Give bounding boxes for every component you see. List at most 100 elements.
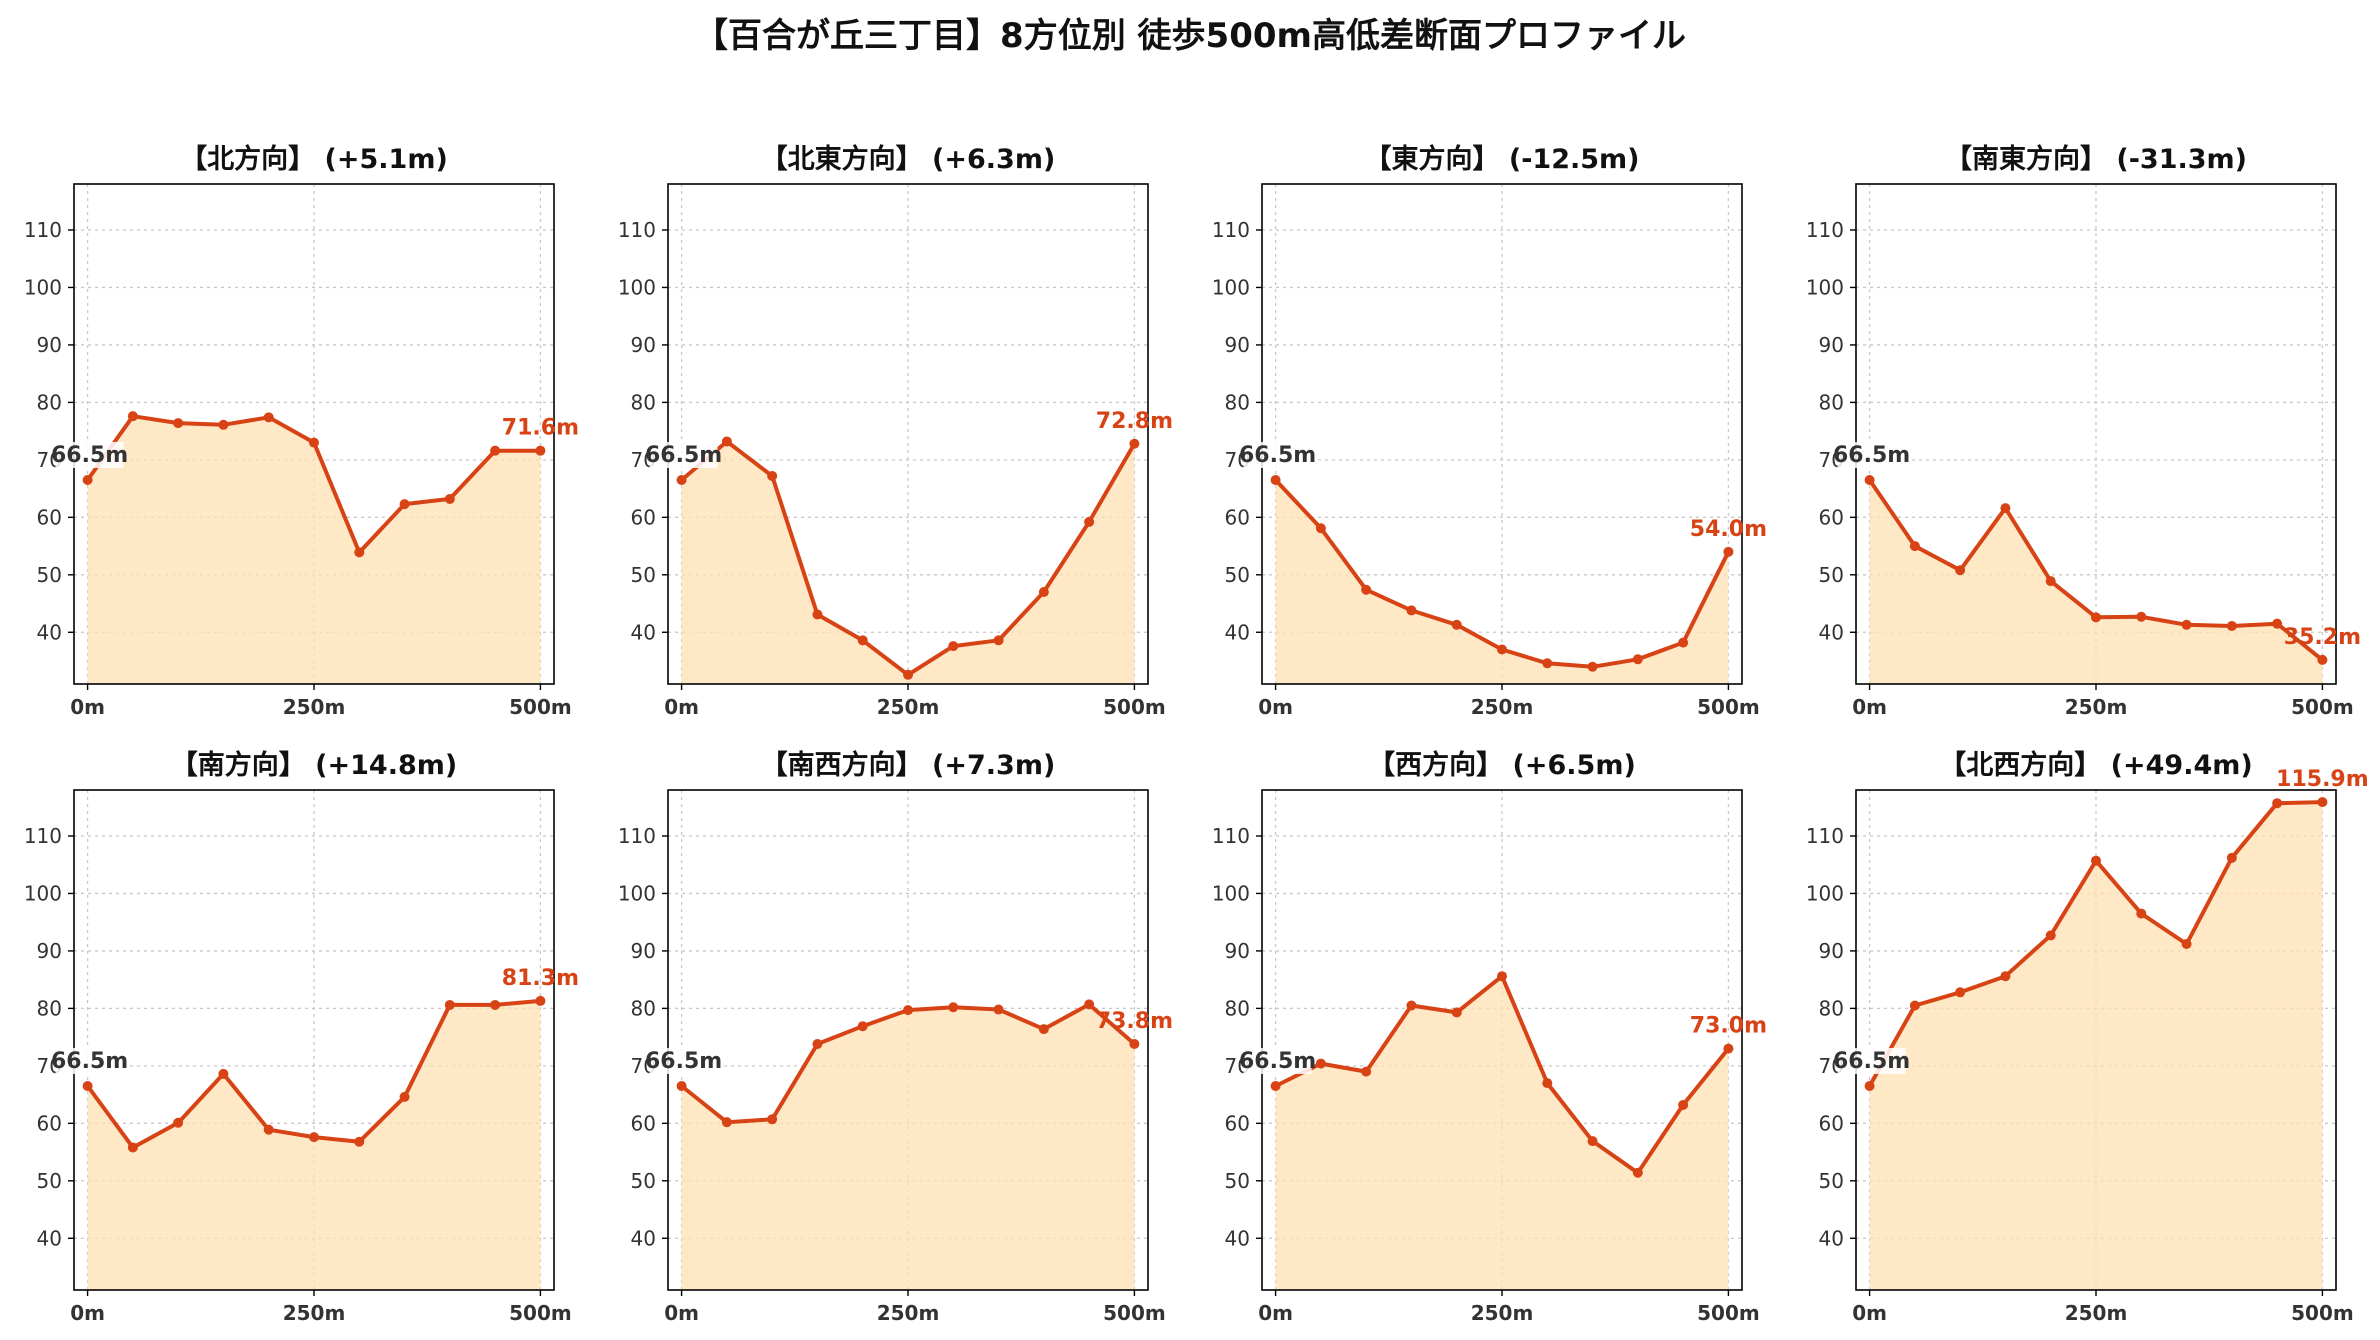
start-value-label: 66.5m [1833, 443, 1910, 468]
y-tick-label: 80 [37, 996, 62, 1020]
x-tick-label: 500m [1697, 1301, 1760, 1325]
y-tick-label: 90 [1819, 333, 1844, 357]
y-tick-label: 90 [37, 333, 62, 357]
y-tick-label: 60 [37, 1111, 62, 1135]
y-tick-label: 90 [631, 333, 656, 357]
data-point [1084, 999, 1095, 1010]
data-point [82, 1080, 93, 1091]
x-tick-label: 500m [509, 695, 572, 719]
data-point [1955, 565, 1966, 576]
data-point [2226, 852, 2237, 863]
x-tick-label: 0m [1258, 695, 1293, 719]
y-tick-label: 50 [1225, 1169, 1250, 1193]
y-tick-label: 50 [37, 1169, 62, 1193]
data-point [1678, 637, 1689, 648]
x-tick-label: 500m [509, 1301, 572, 1325]
data-point [444, 493, 455, 504]
y-tick-label: 60 [1819, 1111, 1844, 1135]
data-point [1451, 619, 1462, 630]
start-label-bg [649, 441, 718, 468]
y-tick-label: 110 [24, 824, 62, 848]
x-tick-label: 0m [70, 695, 105, 719]
area-fill [1275, 976, 1729, 1290]
y-tick-label: 110 [1806, 824, 1844, 848]
start-label-bg [1837, 441, 1906, 468]
data-point [2000, 503, 2011, 514]
y-tick-label: 40 [1225, 620, 1250, 644]
data-point [2136, 908, 2147, 919]
data-point [309, 437, 319, 448]
data-point [2091, 855, 2101, 866]
y-tick-label: 50 [631, 563, 656, 587]
y-tick-label: 110 [1806, 218, 1844, 242]
x-tick-label: 500m [2291, 1301, 2354, 1325]
y-tick-label: 90 [1225, 939, 1250, 963]
data-point [490, 445, 501, 456]
data-point [1406, 605, 1417, 616]
data-point [1038, 1024, 1049, 1035]
data-point [1361, 584, 1372, 595]
data-point [2272, 618, 2283, 629]
data-point [2181, 619, 2192, 630]
y-tick-label: 80 [1819, 996, 1844, 1020]
y-tick-label: 90 [1819, 939, 1844, 963]
x-tick-label: 0m [1852, 695, 1887, 719]
data-point [857, 635, 868, 646]
panel-title: 【西方向】 (+6.5m) [1368, 749, 1636, 781]
start-label-bg [55, 441, 124, 468]
data-point [676, 1080, 687, 1091]
panel-title: 【北西方向】 (+49.4m) [1939, 749, 2252, 781]
data-point [2045, 930, 2056, 941]
start-value-label: 66.5m [1239, 1049, 1316, 1074]
data-point [993, 1004, 1004, 1015]
data-point [676, 474, 687, 485]
x-tick-label: 0m [664, 1301, 699, 1325]
data-point [1406, 1000, 1417, 1011]
panel-title: 【南方向】 (+14.8m) [171, 749, 457, 781]
y-tick-label: 90 [631, 939, 656, 963]
area-fill [1869, 802, 2323, 1290]
data-point [127, 1142, 138, 1153]
x-tick-label: 250m [1471, 695, 1534, 719]
y-tick-label: 100 [24, 275, 62, 299]
data-point [1955, 987, 1966, 998]
data-point [218, 419, 229, 430]
data-point [1678, 1099, 1689, 1110]
data-point [767, 470, 778, 481]
start-label-bg [649, 1047, 718, 1074]
x-tick-label: 500m [1103, 1301, 1166, 1325]
main-title: 【百合が丘三丁目】8方位別 徒歩500m高低差断面プロファイル [694, 16, 1686, 56]
y-tick-label: 100 [1212, 275, 1250, 299]
y-tick-label: 80 [631, 390, 656, 414]
y-tick-label: 100 [1806, 881, 1844, 905]
x-tick-label: 0m [70, 1301, 105, 1325]
data-point [1497, 971, 1507, 982]
data-point [812, 1039, 823, 1050]
data-point [2000, 971, 2011, 982]
y-tick-label: 50 [1225, 563, 1250, 587]
start-label-bg [55, 1047, 124, 1074]
data-point [2317, 654, 2328, 665]
y-tick-label: 100 [618, 275, 656, 299]
data-point [173, 418, 184, 429]
end-value-label: 115.9m [2276, 767, 2369, 792]
data-point [1542, 1078, 1553, 1089]
x-tick-label: 250m [2065, 695, 2128, 719]
data-point [1909, 541, 1920, 552]
data-point [82, 474, 93, 485]
data-point [444, 999, 455, 1010]
y-tick-label: 80 [1225, 996, 1250, 1020]
x-tick-label: 500m [1103, 695, 1166, 719]
data-point [1084, 516, 1095, 527]
y-tick-label: 80 [1225, 390, 1250, 414]
data-point [490, 999, 501, 1010]
x-tick-label: 0m [664, 695, 699, 719]
data-point [767, 1114, 778, 1125]
area-fill [87, 1000, 541, 1290]
end-value-label: 71.6m [502, 416, 579, 441]
start-value-label: 66.5m [1833, 1049, 1910, 1074]
